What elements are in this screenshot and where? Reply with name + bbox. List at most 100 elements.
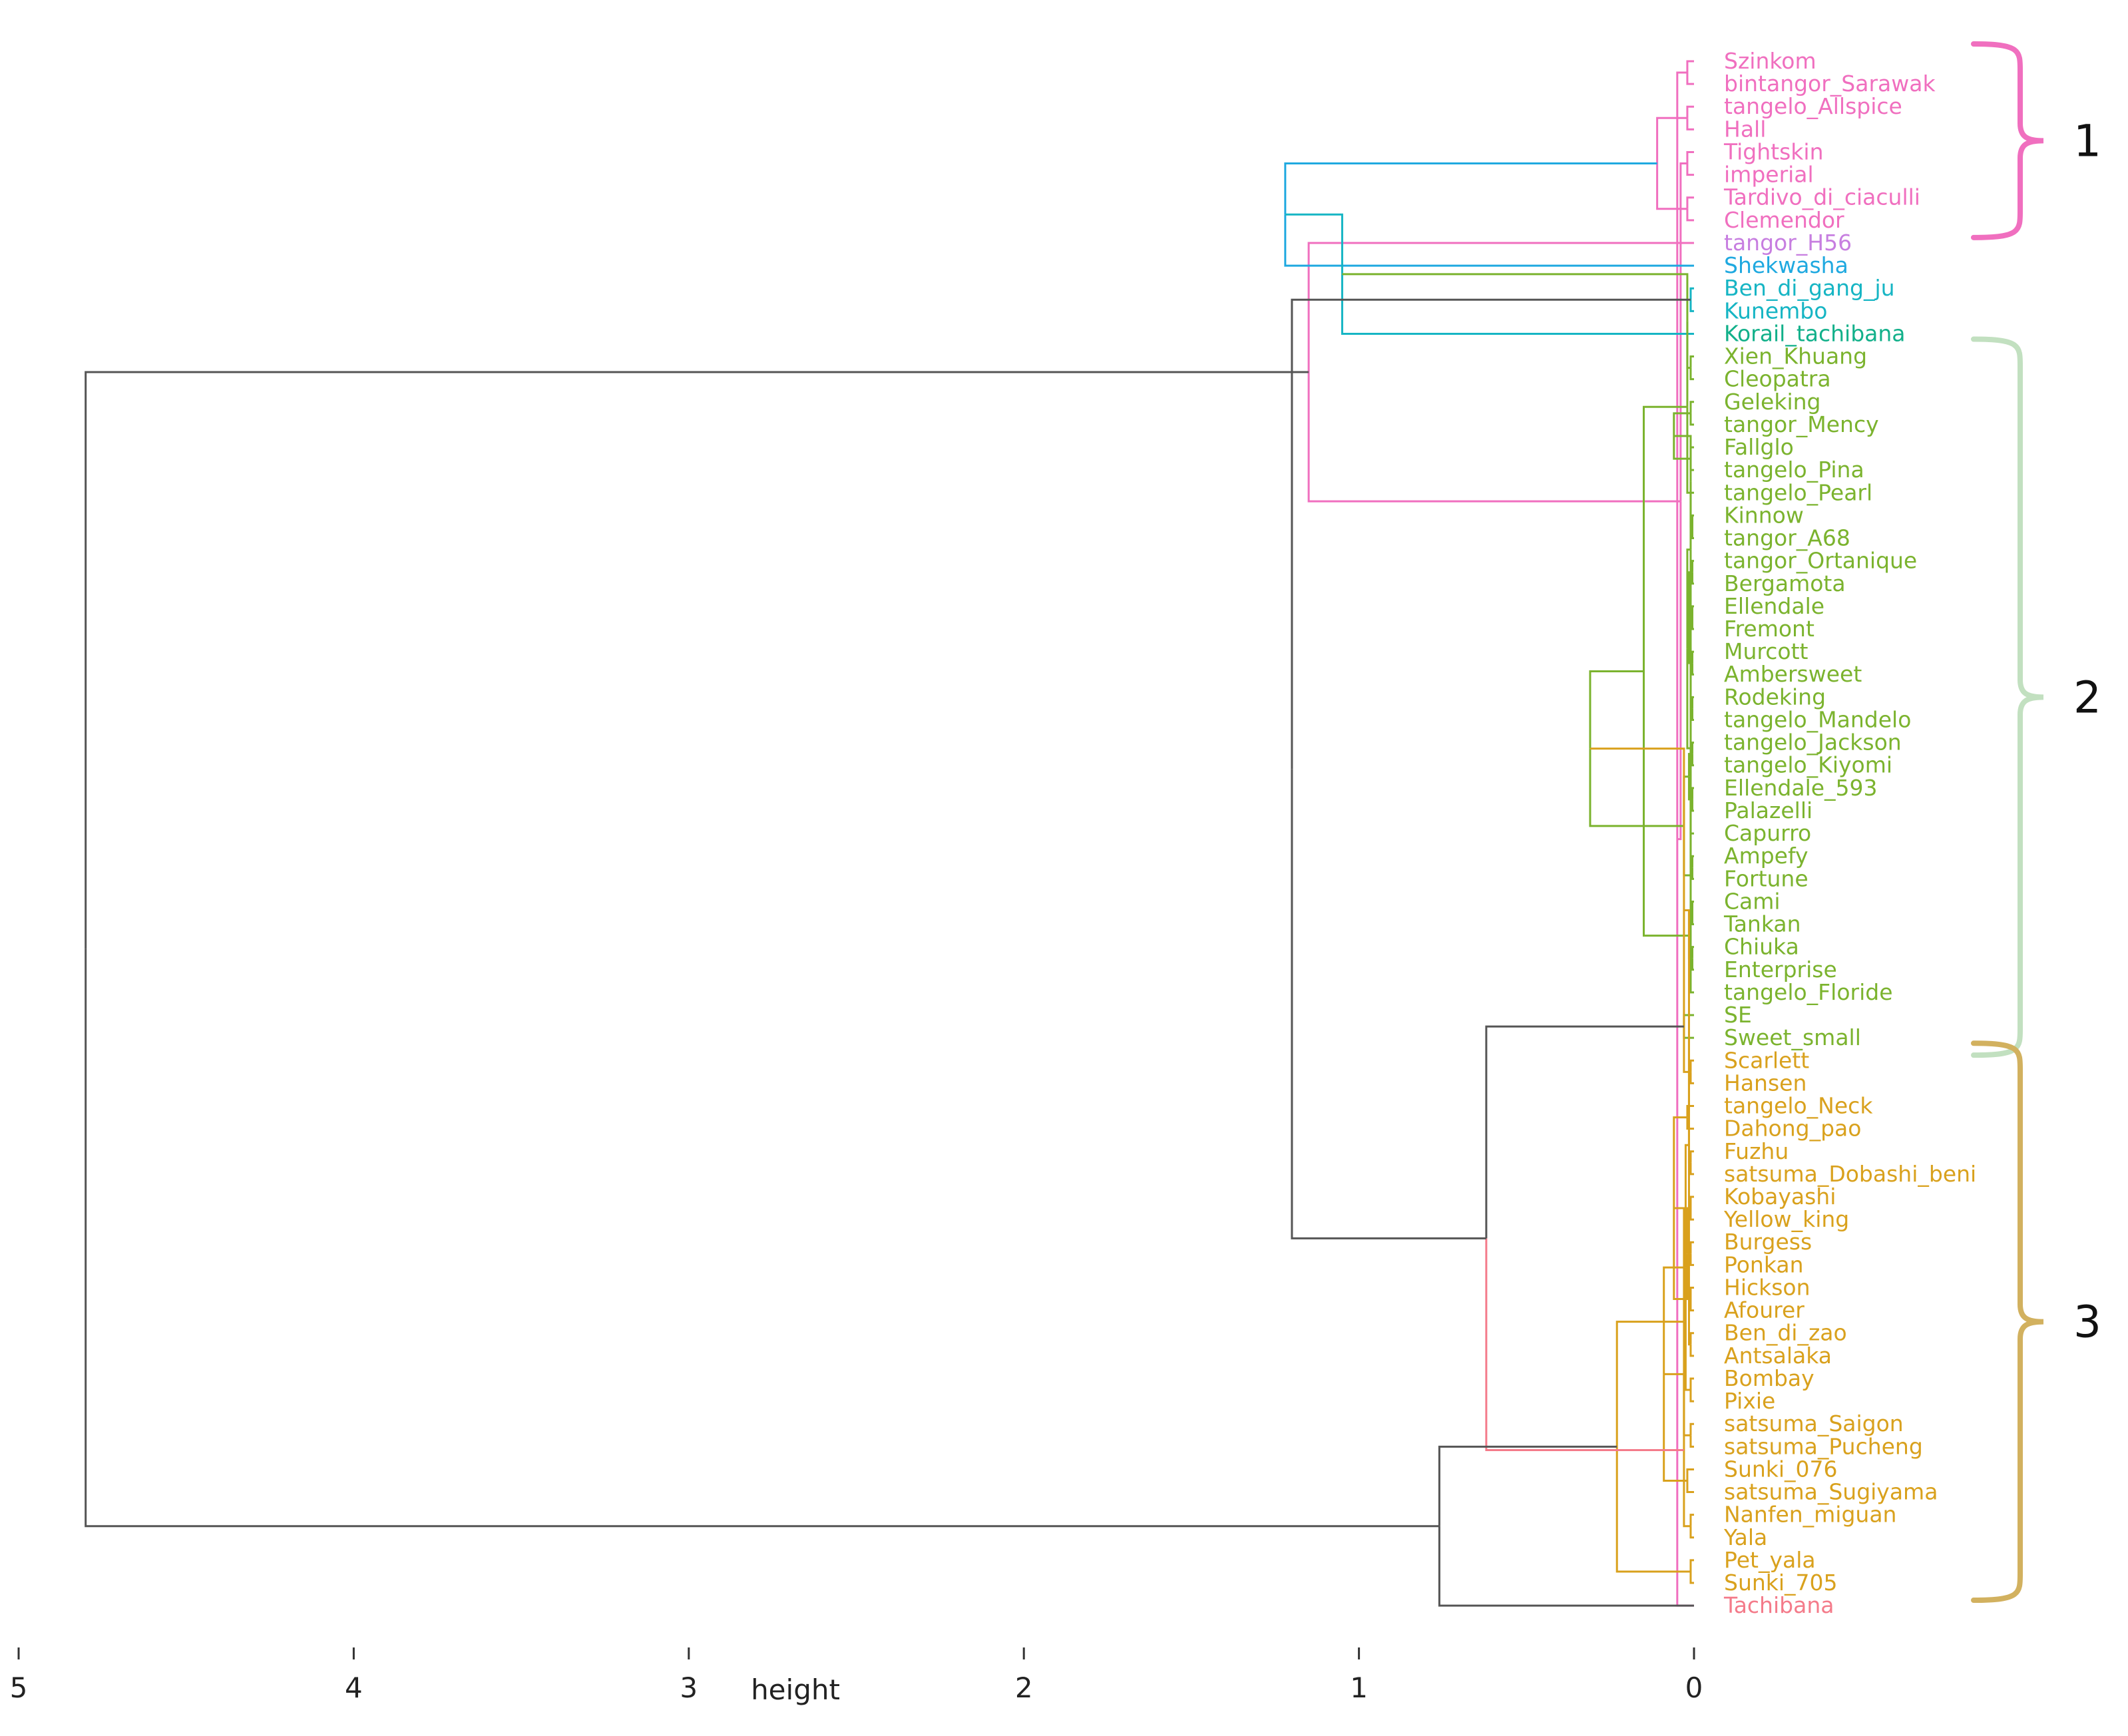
leaf-label: tangelo_Pina (1724, 457, 1864, 483)
leaf-label: Dahong_pao (1724, 1116, 1861, 1142)
dendrogram-link-20-a (1691, 605, 1694, 618)
leaf-label: Sweet_small (1724, 1024, 1861, 1050)
group-number-2: 2 (2073, 672, 2101, 723)
dendrogram-link-30-b (1686, 648, 1691, 750)
leaf-label: Fallglo (1724, 434, 1794, 460)
dendrogram-links (85, 60, 1694, 1607)
dendrogram-link-0-b (1686, 73, 1694, 85)
dendrogram-link-52-b (1689, 1390, 1694, 1403)
dendrogram-link-66-a (1291, 298, 1691, 769)
leaf-label: Shekwasha (1724, 252, 1848, 278)
dendrogram-link-4-a (1686, 196, 1694, 209)
leaf-label: satsuma_Sugiyama (1724, 1479, 1938, 1505)
leaf-label: tangor_Ortanique (1724, 548, 1917, 574)
group-number-1: 1 (2073, 115, 2101, 166)
dendrogram-link-42-b (1686, 1117, 1694, 1130)
dendrogram-link-9-b (1689, 300, 1694, 312)
dendrogram-link-67-b (85, 949, 1440, 1528)
leaf-label: Xien_Khuang (1724, 343, 1867, 369)
dendrogram-link-27-a (1691, 787, 1694, 799)
dendrogram-link-21-a (1691, 650, 1694, 664)
dendrogram-link-42-a (1686, 1105, 1694, 1118)
dendrogram-link-37-b (1683, 825, 1691, 877)
leaf-label: Clemendor (1724, 207, 1844, 233)
dendrogram-link-44-a (1689, 1150, 1694, 1163)
leaf-label: tangor_A68 (1724, 525, 1850, 551)
leaf-label: tangelo_Neck (1724, 1093, 1873, 1119)
dendrogram-link-11-a (1689, 355, 1694, 368)
leaf-label: tangelo_Pearl (1724, 479, 1872, 505)
dendrogram-link-31-b (1691, 867, 1694, 880)
dendrogram-link-63-a (1615, 1321, 1684, 1447)
dendrogram-link-20-b (1691, 617, 1694, 630)
dendrogram-link-12-b (1689, 413, 1694, 426)
dendrogram-link-21-b (1691, 663, 1694, 676)
dendrogram-link-60-a (1689, 1514, 1694, 1526)
dendrogram-link-57-a (1686, 1468, 1694, 1481)
leaf-label: tangelo_Mandelo (1724, 706, 1911, 732)
dendrogram-link-23-a (1687, 571, 1693, 618)
dendrogram-link-59-a (1663, 1266, 1686, 1375)
dendrogram-link-52-a (1689, 1377, 1694, 1391)
leaf-label: tangelo_Floride (1724, 979, 1893, 1005)
leaf-label: Cleopatra (1724, 366, 1831, 392)
dendrogram-link-8-a (1284, 162, 1657, 215)
dendrogram-link-32-a (1691, 900, 1694, 913)
x-tick-label: 5 (10, 1671, 28, 1704)
leaf-label: Bergamota (1724, 570, 1846, 596)
dendrogram-link-27-b (1691, 799, 1694, 812)
leaf-label: Yellow_king (1723, 1206, 1849, 1232)
leaf-label: tangelo_Allspice (1724, 93, 1902, 119)
dendrogram-link-24-a (1691, 696, 1694, 709)
dendrogram-link-1-b (1686, 118, 1694, 130)
leaf-label: Ellendale_593 (1724, 775, 1878, 801)
dendrogram-link-43-a (1590, 748, 1685, 911)
leaf-label: Pet_yala (1724, 1547, 1816, 1573)
dendrogram-link-4-b (1686, 208, 1694, 222)
x-axis-ticks: 5 4 3 2 1 0 (10, 1647, 1703, 1704)
dendrogram-link-30-a (1686, 548, 1691, 649)
leaf-label: Kunembo (1724, 298, 1827, 324)
leaf-label: Kinnow (1724, 502, 1804, 528)
leaf-label: Enterprise (1724, 957, 1837, 982)
leaf-label: tangelo_Kiyomi (1724, 752, 1892, 778)
leaf-label: Ponkan (1724, 1251, 1804, 1277)
x-tick-label: 4 (345, 1671, 363, 1704)
x-tick-label: 2 (1015, 1671, 1033, 1704)
dendrogram-link-5-a (1677, 501, 1682, 841)
leaf-label: bintangor_Sarawak (1724, 71, 1936, 97)
dendrogram-link-46-a (1683, 909, 1690, 1037)
leaf-label: Chiuka (1724, 934, 1799, 960)
leaf-label: imperial (1724, 162, 1814, 188)
dendrogram-link-9-a (1689, 287, 1694, 300)
group-bracket-2 (1971, 336, 2044, 1058)
leaf-label: Pixie (1724, 1388, 1775, 1414)
dendrogram-link-7-a (1307, 372, 1681, 503)
dendrogram-link-58-a (1673, 1207, 1685, 1322)
dendrogram-link-3-a (1686, 150, 1694, 164)
x-tick-label: 3 (680, 1671, 698, 1704)
leaf-label: Yala (1723, 1524, 1767, 1550)
x-tick-label: 0 (1685, 1671, 1703, 1704)
dendrogram-link-50-a (1686, 1207, 1691, 1254)
dendrogram-link-38-a (1642, 405, 1687, 672)
dendrogram-link-6-b (1656, 163, 1687, 210)
group-brackets: 1 2 3 (1971, 41, 2101, 1604)
leaf-label: Murcott (1724, 638, 1809, 664)
leaf-label: Fuzhu (1724, 1138, 1789, 1164)
dendrogram-link-47-a (1689, 1241, 1694, 1254)
dendrogram-link-40-b (1589, 670, 1644, 749)
dendrogram-link-5-b (1679, 162, 1687, 502)
leaf-label: Sunki_076 (1724, 1456, 1838, 1482)
dendrogram-link-19-a (1673, 435, 1692, 482)
leaf-label: Afourer (1724, 1297, 1805, 1323)
leaf-label: Bombay (1724, 1365, 1814, 1391)
dendrogram-link-33-a (1687, 648, 1692, 759)
dendrogram-link-34-b (1691, 958, 1694, 971)
dendrogram-link-24-b (1691, 708, 1694, 721)
leaf-label: Geleking (1724, 389, 1821, 415)
leaf-label: Tachibana (1723, 1592, 1834, 1618)
dendrogram-link-18-a (1691, 560, 1694, 572)
dendrogram-link-25-b (1691, 754, 1694, 767)
dendrogram-link-12-a (1689, 401, 1694, 413)
